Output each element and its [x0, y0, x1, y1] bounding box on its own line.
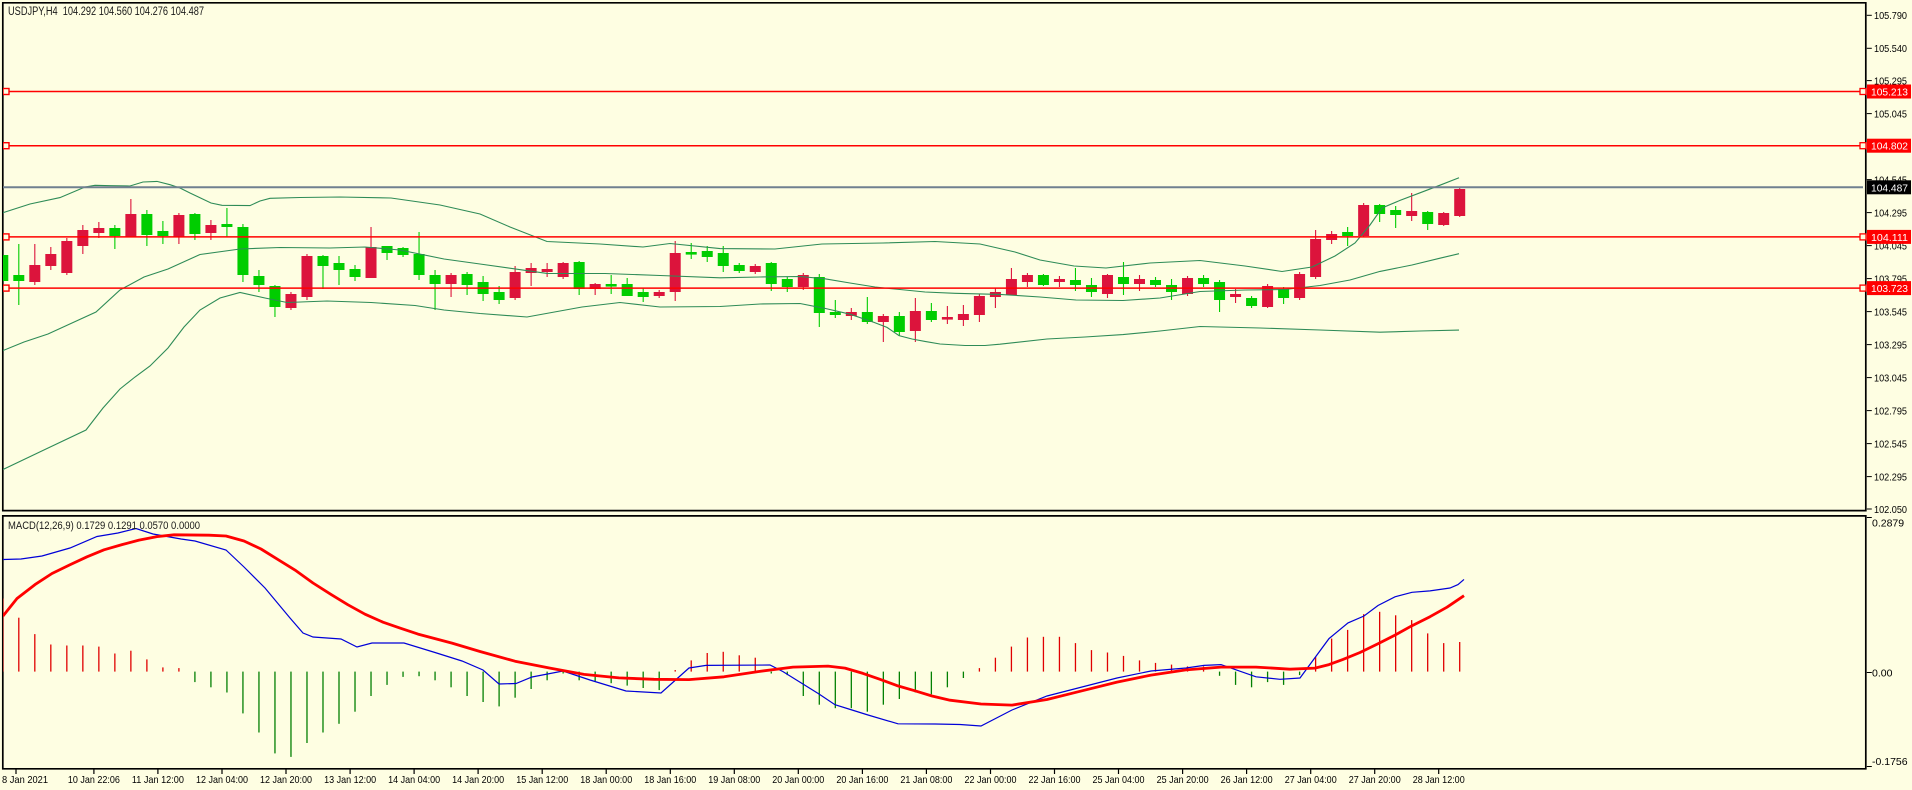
svg-text:22 Jan 00:00: 22 Jan 00:00	[965, 774, 1017, 786]
svg-text:14 Jan 04:00: 14 Jan 04:00	[388, 774, 440, 786]
svg-text:0.2879: 0.2879	[1872, 517, 1904, 529]
svg-text:0.00: 0.00	[1872, 667, 1893, 679]
svg-text:25 Jan 20:00: 25 Jan 20:00	[1157, 774, 1209, 786]
svg-text:MACD(12,26,9) 0.1729 0.1291 0.: MACD(12,26,9) 0.1729 0.1291 0.0570 0.000…	[8, 520, 200, 532]
svg-text:102.295: 102.295	[1874, 471, 1907, 483]
svg-text:USDJPY,H4 104.292 104.560 104: USDJPY,H4 104.292 104.560 104.276 104.48…	[8, 6, 204, 18]
svg-text:104.802: 104.802	[1871, 141, 1908, 153]
svg-text:105.295: 105.295	[1874, 75, 1907, 87]
svg-text:8 Jan 2021: 8 Jan 2021	[2, 774, 48, 786]
svg-text:102.795: 102.795	[1874, 405, 1907, 417]
svg-text:10 Jan 22:06: 10 Jan 22:06	[68, 774, 120, 786]
svg-text:102.050: 102.050	[1874, 504, 1907, 516]
svg-text:22 Jan 16:00: 22 Jan 16:00	[1029, 774, 1081, 786]
svg-text:105.045: 105.045	[1874, 108, 1907, 120]
svg-text:104.487: 104.487	[1871, 182, 1908, 194]
svg-text:12 Jan 20:00: 12 Jan 20:00	[260, 774, 312, 786]
svg-text:20 Jan 16:00: 20 Jan 16:00	[836, 774, 888, 786]
svg-text:103.545: 103.545	[1874, 306, 1907, 318]
svg-text:21 Jan 08:00: 21 Jan 08:00	[900, 774, 952, 786]
svg-text:26 Jan 12:00: 26 Jan 12:00	[1221, 774, 1273, 786]
svg-text:28 Jan 12:00: 28 Jan 12:00	[1413, 774, 1465, 786]
svg-text:-0.1756: -0.1756	[1872, 756, 1908, 768]
svg-text:19 Jan 08:00: 19 Jan 08:00	[708, 774, 760, 786]
svg-text:27 Jan 20:00: 27 Jan 20:00	[1349, 774, 1401, 786]
svg-text:12 Jan 04:00: 12 Jan 04:00	[196, 774, 248, 786]
svg-text:14 Jan 20:00: 14 Jan 20:00	[452, 774, 504, 786]
svg-text:11 Jan 12:00: 11 Jan 12:00	[132, 774, 184, 786]
svg-text:13 Jan 12:00: 13 Jan 12:00	[324, 774, 376, 786]
svg-text:103.295: 103.295	[1874, 339, 1907, 351]
svg-text:103.045: 103.045	[1874, 372, 1907, 384]
svg-text:18 Jan 00:00: 18 Jan 00:00	[580, 774, 632, 786]
svg-text:18 Jan 16:00: 18 Jan 16:00	[644, 774, 696, 786]
svg-text:20 Jan 00:00: 20 Jan 00:00	[772, 774, 824, 786]
svg-text:105.790: 105.790	[1874, 10, 1907, 22]
svg-text:15 Jan 12:00: 15 Jan 12:00	[516, 774, 568, 786]
svg-text:104.295: 104.295	[1874, 207, 1907, 219]
svg-text:102.545: 102.545	[1874, 438, 1907, 450]
svg-text:105.540: 105.540	[1874, 43, 1907, 55]
svg-text:105.213: 105.213	[1871, 87, 1908, 99]
svg-text:104.111: 104.111	[1871, 232, 1908, 244]
svg-text:25 Jan 04:00: 25 Jan 04:00	[1093, 774, 1145, 786]
svg-text:103.723: 103.723	[1871, 283, 1908, 295]
svg-text:27 Jan 04:00: 27 Jan 04:00	[1285, 774, 1337, 786]
